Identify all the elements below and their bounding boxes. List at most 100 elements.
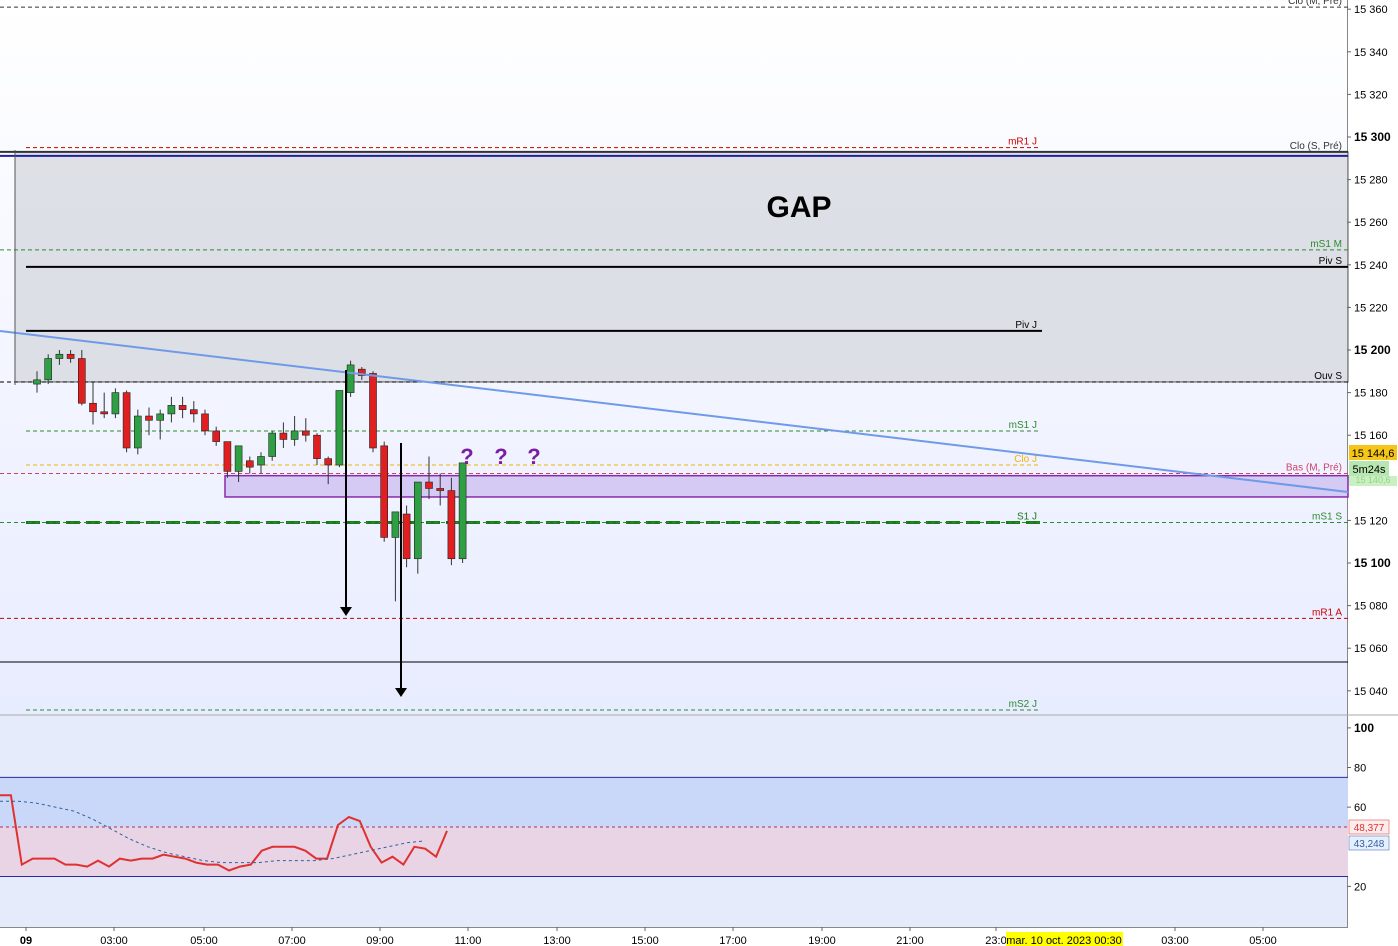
price-drawings (0, 150, 1349, 697)
x-tick-label: 09:00 (366, 935, 394, 946)
candle-body (44, 358, 53, 381)
candle (369, 371, 377, 453)
price-levels: Clo (M, Pré) mR1 J Clo (S, Pré) mS1 M Piv S P… (0, 0, 1348, 711)
candle (55, 350, 64, 365)
candle-body (212, 430, 220, 442)
level-label: mR1 A (1312, 607, 1342, 618)
candle-body (357, 368, 366, 376)
x-tick-label: 05:00 (1249, 935, 1277, 946)
candle (234, 445, 243, 483)
level-label: Clo J (1014, 454, 1037, 465)
candle-body (290, 430, 299, 440)
crosshair-date-label: mar. 10 oct. 2023 00:30 (1006, 935, 1122, 946)
candle-body (55, 353, 64, 359)
osc-value-badge-blue: 43,248 (1348, 835, 1390, 851)
y-tick-label: 15 280 (1354, 175, 1388, 187)
x-tick-label: 13:00 (543, 935, 571, 946)
candle-body (346, 364, 355, 393)
candle-body (402, 513, 411, 560)
countdown-label: 5m24s (1352, 464, 1386, 476)
candle-body (167, 405, 176, 415)
candle (167, 396, 176, 423)
candle (223, 441, 232, 478)
question-mark: ? (494, 444, 507, 469)
y-tick-label: 15 080 (1354, 601, 1388, 613)
arrow-down-2-head (395, 688, 407, 697)
level-label: S1 J (1017, 512, 1037, 523)
osc-y-tick-label: 20 (1354, 881, 1366, 893)
candle (436, 473, 445, 506)
candle (380, 441, 389, 542)
candle-body (447, 490, 456, 560)
y-tick-label: 15 060 (1354, 643, 1388, 655)
y-tick-label: 15 260 (1354, 217, 1388, 229)
candle-body (279, 432, 288, 440)
candle (201, 409, 209, 436)
candle (100, 392, 108, 419)
candle (111, 388, 120, 419)
x-tick-label: 09 (20, 935, 32, 946)
candle (346, 360, 355, 397)
candle-body (223, 441, 232, 472)
y-tick-label: 15 300 (1354, 130, 1391, 144)
level-label: mS2 J (1009, 699, 1037, 710)
candle-body (66, 353, 75, 359)
y-tick-label: 15 040 (1354, 686, 1388, 698)
gap-annotation: GAP (766, 191, 831, 224)
candle (89, 381, 97, 425)
candle-body (268, 432, 277, 457)
candle-body (301, 430, 310, 436)
candle-body (111, 392, 120, 415)
candle-body (436, 488, 445, 491)
hidden-price-badge: 15 140,6 (1349, 475, 1397, 486)
y-tick-label: 15 200 (1354, 343, 1391, 357)
level-label: Clo (S, Pré) (1290, 141, 1342, 152)
candle-body (145, 415, 153, 421)
candle-body (458, 462, 467, 560)
y-tick-label: 15 100 (1354, 556, 1391, 570)
candle (190, 401, 198, 423)
osc-y-tick-label: 100 (1354, 721, 1374, 735)
question-marks: ? ? ? (460, 444, 540, 469)
candle (145, 407, 153, 436)
candle (257, 452, 265, 474)
candle-body (380, 445, 389, 538)
level-label: Piv J (1015, 320, 1037, 331)
osc-series-line (0, 794, 448, 872)
arrow-down-1-head (340, 607, 352, 616)
level-label: mS1 J (1009, 420, 1037, 431)
candle-body (246, 460, 254, 468)
candle (402, 505, 411, 568)
candle-body (425, 481, 433, 489)
candle-body (324, 458, 333, 466)
candle-body (313, 434, 321, 459)
osc-value-label-red: 48,377 (1354, 823, 1385, 834)
y-tick-label: 15 160 (1354, 430, 1388, 442)
candle (212, 426, 220, 446)
osc-y-tick-label: 80 (1354, 763, 1366, 775)
candle-body (234, 445, 243, 472)
candle (425, 456, 433, 500)
oscillator-series (0, 794, 448, 872)
price-candles (33, 350, 467, 602)
candle (290, 416, 299, 446)
candle (134, 409, 142, 455)
candle (447, 477, 456, 566)
x-tick-label: 23:0 (985, 935, 1006, 946)
candle-body (335, 390, 344, 466)
y-tick-label: 15 240 (1354, 260, 1388, 272)
level-label: mS1 S (1312, 512, 1342, 523)
osc-lower-band (0, 826, 1348, 877)
candle (324, 456, 333, 485)
candle-body (201, 413, 209, 432)
osc-series-line (0, 800, 426, 864)
x-tick-label: 03:00 (1161, 935, 1189, 946)
candle (313, 433, 321, 466)
candle-body (89, 402, 97, 413)
candle (279, 422, 288, 448)
candle (268, 430, 277, 461)
candle-body (369, 373, 377, 449)
crosshair-date-badge: mar. 10 oct. 2023 00:30 (1006, 932, 1123, 946)
